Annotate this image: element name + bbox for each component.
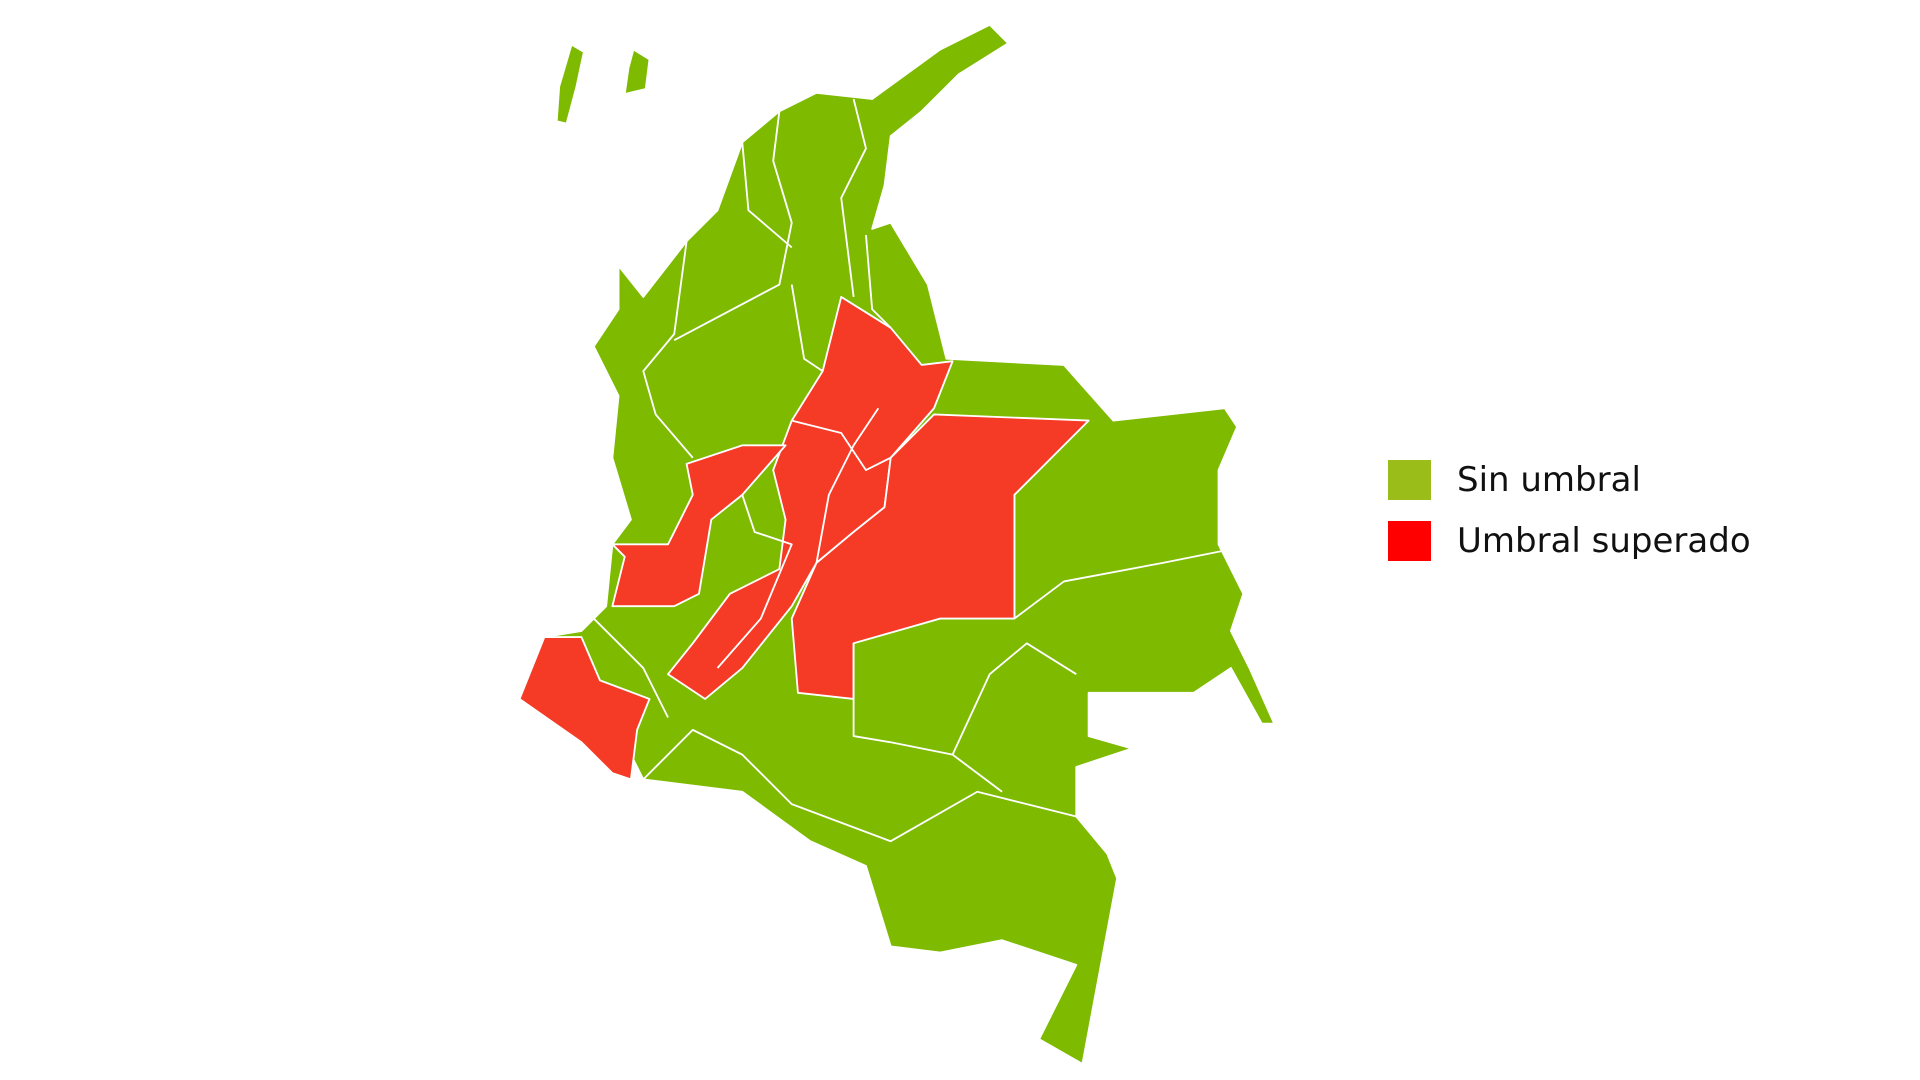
map-region-umbral-superado [667, 295, 954, 700]
legend-label: Sin umbral [1457, 460, 1641, 500]
map-region-umbral-superado [518, 636, 651, 781]
legend-swatch-green [1388, 460, 1431, 500]
legend-label: Umbral superado [1457, 521, 1751, 561]
island-san-andres [555, 43, 585, 125]
legend: Sin umbral Umbral superado [1388, 460, 1751, 582]
department-borders [593, 98, 1225, 843]
map-region-umbral-superado [611, 444, 787, 608]
legend-item-umbral-superado: Umbral superado [1388, 521, 1751, 561]
legend-swatch-red [1388, 521, 1431, 561]
legend-item-sin-umbral: Sin umbral [1388, 460, 1751, 500]
island-providencia [623, 48, 651, 95]
